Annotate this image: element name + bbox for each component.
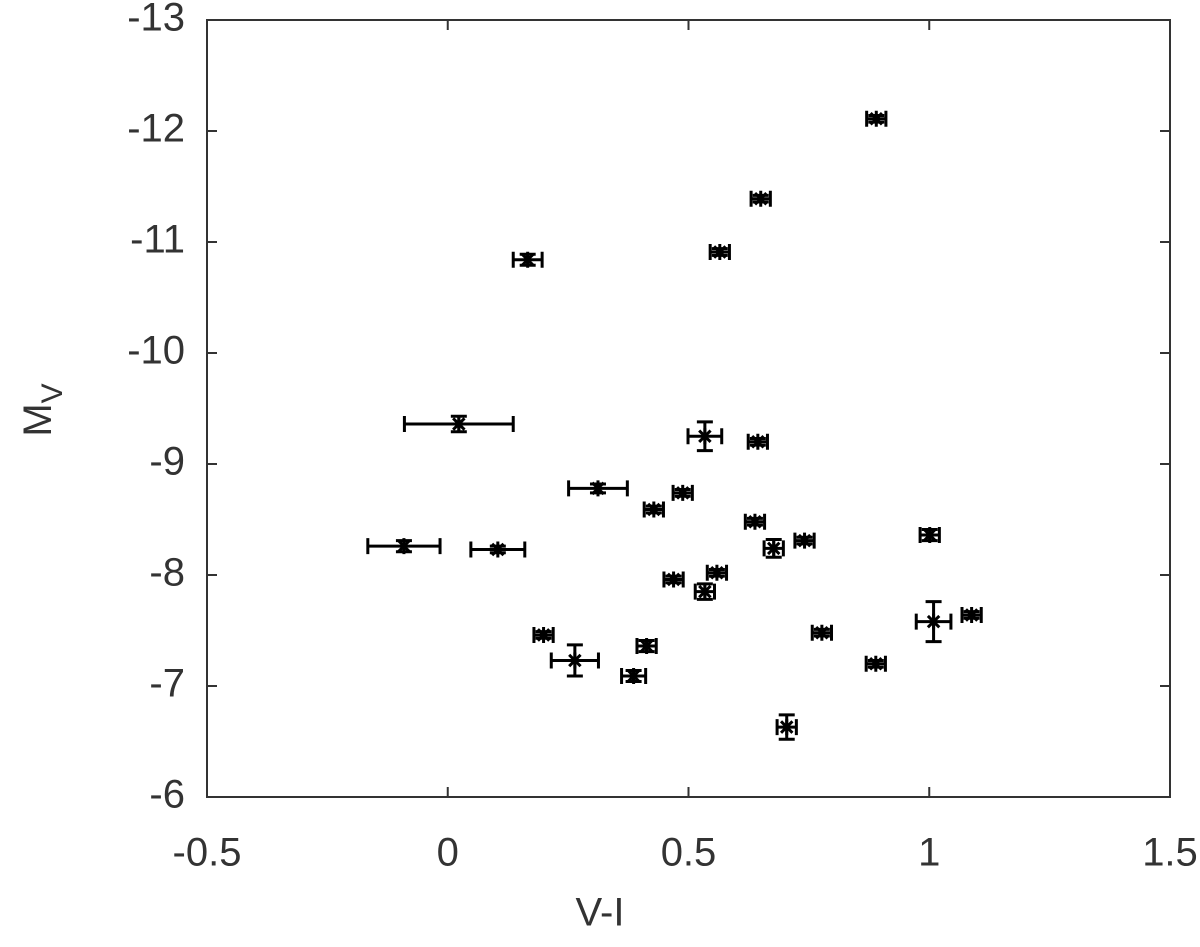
y-tick-label: -10 — [127, 329, 185, 373]
data-point — [698, 583, 712, 600]
data-point — [869, 110, 884, 127]
y-tick-label: -13 — [127, 0, 185, 40]
data-point — [815, 624, 829, 641]
data-point — [748, 513, 762, 530]
data-point — [666, 571, 681, 588]
data-point — [753, 190, 768, 207]
y-axis-label-group: MV — [16, 383, 69, 436]
data-point — [568, 652, 582, 669]
data-point — [626, 668, 641, 685]
data-point — [751, 433, 765, 450]
x-tick-label: 0 — [437, 831, 459, 875]
data-point — [922, 527, 937, 544]
x-axis-label: V-I — [576, 891, 625, 935]
x-tick-label: 0.5 — [661, 831, 717, 875]
data-point — [452, 416, 466, 433]
data-point — [710, 564, 724, 581]
y-tick-label: -9 — [149, 440, 185, 484]
x-tick-label: 1.5 — [1142, 831, 1198, 875]
y-axis-label-main: M — [16, 403, 60, 436]
data-point — [779, 719, 794, 736]
data-point — [766, 540, 781, 557]
data-point — [639, 638, 654, 655]
x-tick-label: -0.5 — [173, 831, 242, 875]
y-tick-label: -12 — [127, 107, 185, 151]
y-tick-label: -7 — [149, 662, 185, 706]
data-point — [536, 626, 551, 643]
data-point — [675, 484, 690, 501]
y-tick-label: -11 — [130, 218, 185, 262]
data-point — [520, 251, 535, 268]
data-point — [647, 501, 661, 518]
data-point — [491, 541, 505, 558]
data-point — [797, 532, 812, 549]
x-tick-label: 1 — [918, 831, 940, 875]
data-point — [591, 480, 605, 497]
data-point — [698, 428, 712, 445]
y-axis-label: MV — [16, 383, 69, 436]
plot-frame — [206, 19, 1171, 798]
y-tick-label: -6 — [149, 773, 185, 817]
data-point — [713, 243, 727, 260]
data-point — [926, 613, 941, 630]
y-axis-label-subscript: V — [36, 383, 69, 403]
data-point — [397, 538, 411, 555]
y-tick-label: -8 — [149, 551, 185, 595]
data-point — [869, 655, 883, 672]
data-point — [964, 606, 979, 623]
